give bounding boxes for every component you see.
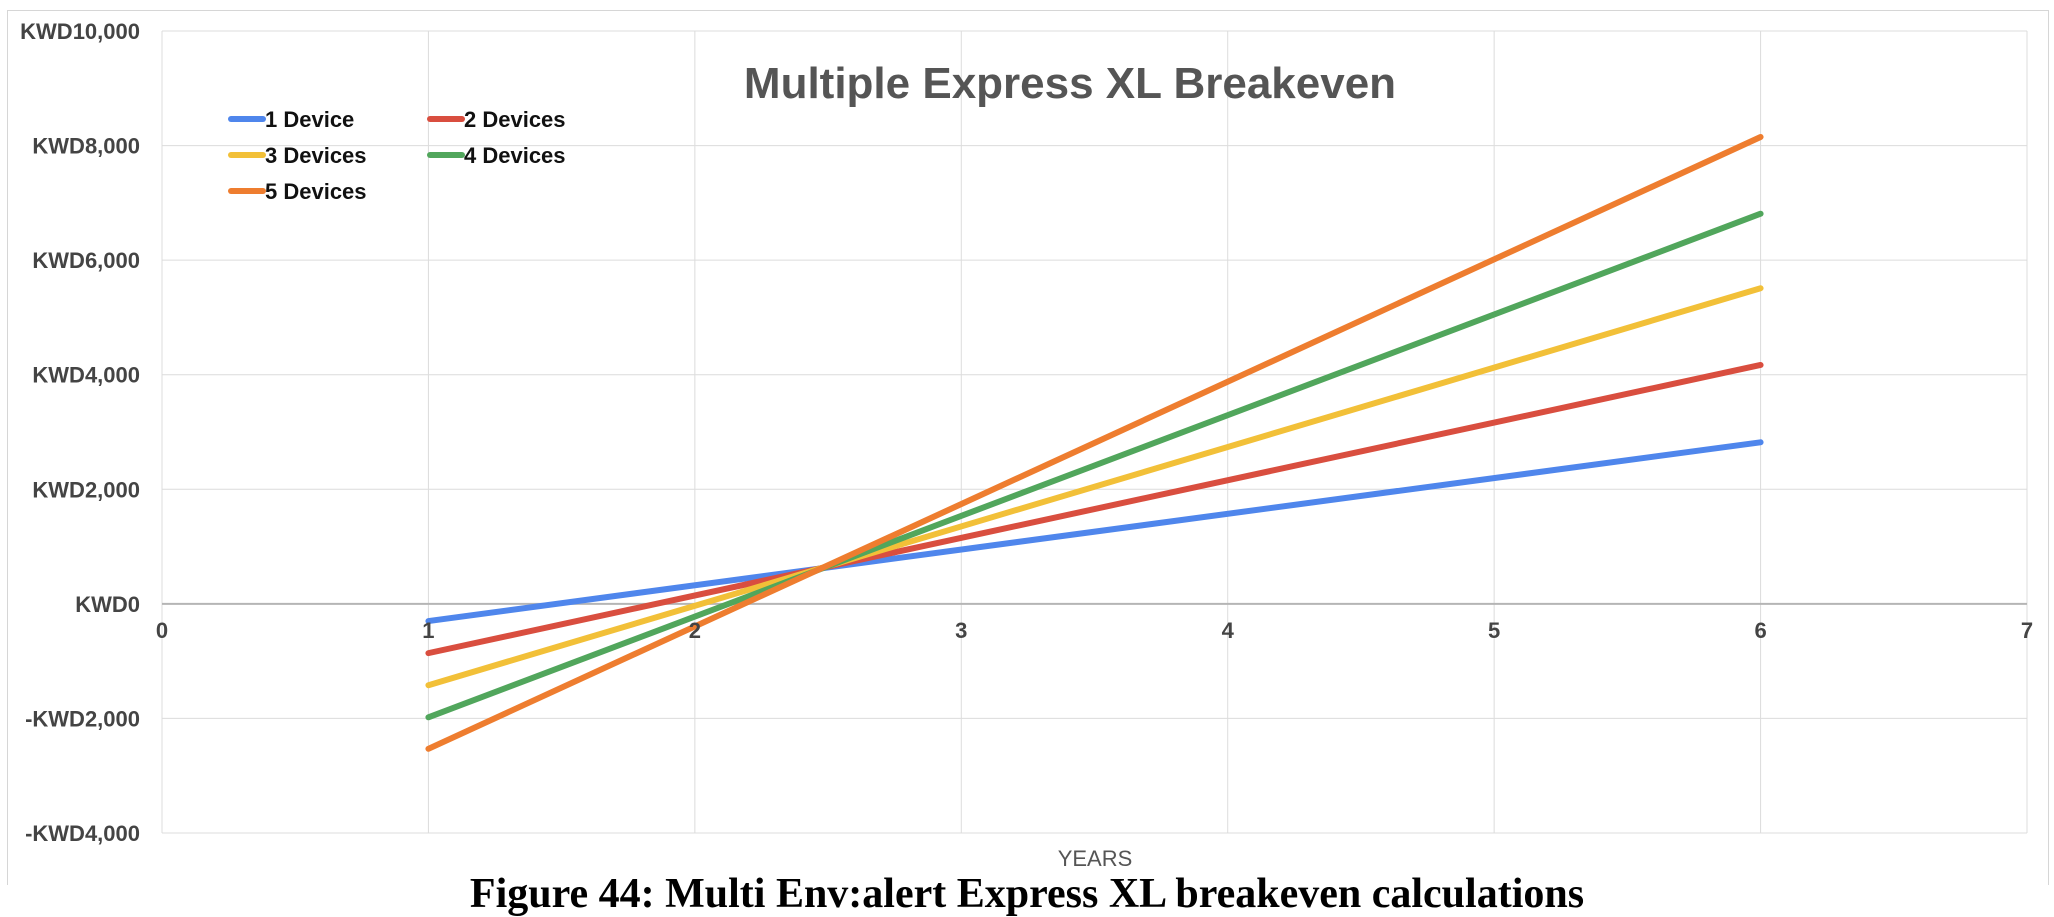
- chart-title: Multiple Express XL Breakeven: [744, 59, 1396, 108]
- x-tick-label: 1: [422, 618, 434, 643]
- series-line: [425, 133, 1764, 752]
- y-tick-label: KWD0: [75, 592, 140, 617]
- x-tick-label: 0: [156, 618, 168, 643]
- series-line: [425, 361, 1764, 657]
- breakeven-line-chart: KWD10,000 KWD8,000 KWD6,000 KWD4,000 KWD2,00…: [20, 19, 2033, 871]
- legend-label: 4 Devices: [464, 143, 566, 168]
- series-line: [425, 210, 1764, 721]
- y-tick-label: KWD2,000: [32, 477, 140, 502]
- series-line: [425, 285, 1764, 689]
- series-lines: [425, 133, 1764, 752]
- legend: 1 Device 2 Devices 3 Devices 4 Devices 5 Dev…: [228, 107, 566, 204]
- y-tick-label: KWD6,000: [32, 248, 140, 273]
- x-tick-label: 7: [2021, 618, 2033, 643]
- y-axis-ticks: KWD10,000 KWD8,000 KWD6,000 KWD4,000 KWD2,00…: [20, 19, 140, 846]
- series-line: [425, 439, 1764, 625]
- legend-label: 3 Devices: [265, 143, 367, 168]
- x-tick-label: 2: [689, 618, 701, 643]
- y-tick-label: KWD4,000: [32, 363, 140, 388]
- y-tick-label: -KWD2,000: [25, 706, 140, 731]
- x-tick-label: 4: [1222, 618, 1235, 643]
- x-axis-label: YEARS: [1058, 846, 1133, 871]
- figure-caption: Figure 44: Multi Env:alert Express XL br…: [469, 871, 1585, 917]
- y-tick-label: KWD8,000: [32, 134, 140, 159]
- x-tick-label: 6: [1754, 618, 1766, 643]
- x-tick-label: 3: [955, 618, 967, 643]
- y-tick-label: -KWD4,000: [25, 821, 140, 846]
- x-axis-ticks: 0 1 2 3 4 5 6 7: [156, 618, 2033, 643]
- y-tick-label: KWD10,000: [20, 19, 140, 44]
- x-tick-label: 5: [1488, 618, 1500, 643]
- legend-label: 2 Devices: [464, 107, 566, 132]
- legend-label: 5 Devices: [265, 179, 367, 204]
- legend-label: 1 Device: [265, 107, 354, 132]
- chart-frame: [7, 10, 2049, 885]
